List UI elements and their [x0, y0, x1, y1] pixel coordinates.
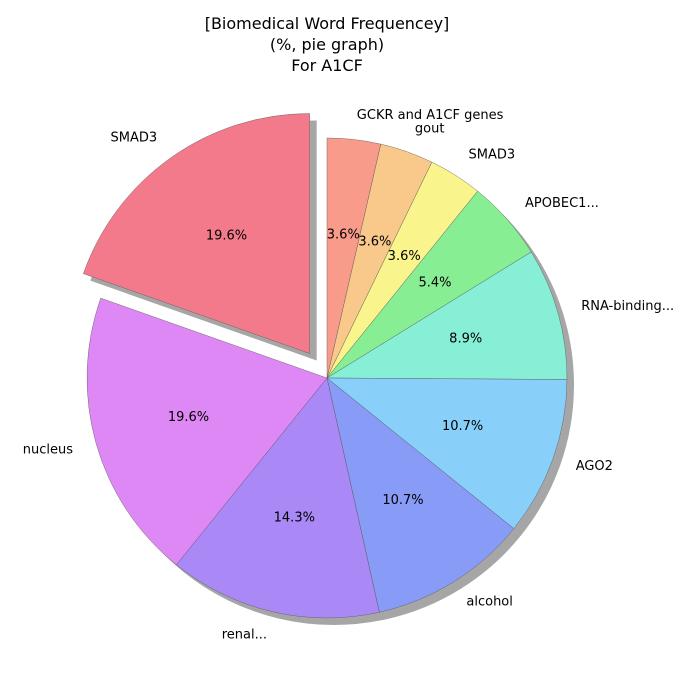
pie-slice — [326, 377, 568, 529]
slice-percent-labels: 3.6%3.6%3.6%5.4%8.9%10.7%10.7%14.3%19.6%… — [168, 227, 483, 525]
pie-slice — [326, 251, 568, 380]
slice-label: alcohol — [466, 595, 512, 610]
pie-slice — [326, 377, 515, 613]
slice-percent-label: 8.9% — [449, 332, 482, 347]
chart-title-line-3: For A1CF — [291, 56, 363, 75]
slice-percent-label: 3.6% — [388, 249, 421, 264]
slice-label: RNA-binding... — [581, 299, 674, 314]
slice-percent-label: 10.7% — [382, 493, 423, 508]
slice-percent-label: 5.4% — [418, 275, 451, 290]
slice-label: renal... — [222, 628, 267, 643]
slice-percent-label: 3.6% — [358, 235, 391, 250]
slice-percent-label: 14.3% — [274, 511, 315, 526]
chart-title-line-1: [Biomedical Word Frequencey] — [205, 14, 450, 33]
slice-percent-label: 19.6% — [168, 410, 209, 425]
pie-slice — [86, 297, 328, 566]
slice-label: SMAD3 — [111, 131, 158, 146]
slice-label: AGO2 — [576, 459, 613, 474]
slice-percent-label: 3.6% — [327, 227, 360, 242]
chart-title-line-2: (%, pie graph) — [270, 35, 384, 54]
slice-label: APOBEC1... — [525, 196, 599, 211]
pie-slice — [83, 113, 310, 354]
slice-label: nucleus — [23, 443, 73, 458]
slice-label: gout — [415, 122, 445, 137]
slice-percent-label: 10.7% — [442, 419, 483, 434]
slices — [83, 113, 568, 619]
pie-slice — [176, 377, 380, 619]
slice-label: GCKR and A1CF genes — [357, 108, 504, 123]
slice-label: SMAD3 — [469, 148, 516, 163]
slice-percent-label: 19.6% — [206, 229, 247, 244]
